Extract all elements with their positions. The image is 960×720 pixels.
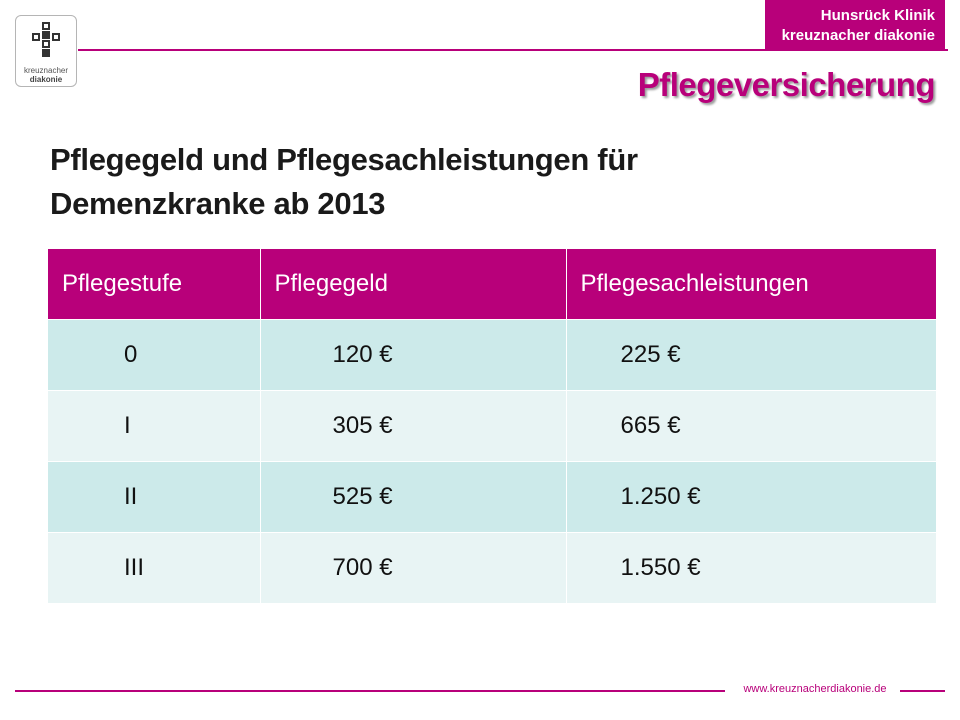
table-row: 0 120 € 225 € (48, 319, 936, 391)
cell-pflegestufe: II (48, 461, 261, 533)
cell-pflegegeld: 525 € (260, 461, 567, 533)
table-row: II 525 € 1.250 € (48, 461, 936, 533)
table-row: I 305 € 665 € (48, 390, 936, 462)
benefits-table: Pflegestufe Pflegegeld Pflegesachleistun… (48, 248, 936, 603)
brand-line1: Hunsrück Klinik (820, 7, 935, 24)
column-header-pflegesachleistungen: Pflegesachleistungen (566, 248, 936, 320)
page-title-line2: Demenzkranke ab 2013 (50, 186, 386, 221)
section-title: Pflegeversicherung (637, 66, 936, 103)
footer-divider-left (15, 690, 725, 692)
cell-pflegesachleistungen: 225 € (566, 319, 936, 391)
logo-text-line1: kreuznacher (23, 66, 69, 75)
page-title: Pflegegeld und Pflegesachleistungen für … (50, 138, 830, 226)
top-divider (78, 49, 948, 51)
table-row: III 700 € 1.550 € (48, 532, 936, 603)
logo-text-line2: diakonie (29, 75, 63, 84)
cross-logo-icon (32, 22, 60, 57)
brand-line2: kreuznacher diakonie (781, 27, 935, 44)
page-title-line1: Pflegegeld und Pflegesachleistungen für (50, 142, 638, 177)
cell-pflegegeld: 700 € (260, 532, 567, 603)
brand-badge: Hunsrück Klinik kreuznacher diakonie (765, 0, 945, 50)
cell-pflegestufe: I (48, 390, 261, 462)
cell-pflegesachleistungen: 1.550 € (566, 532, 936, 603)
table-header-row: Pflegestufe Pflegegeld Pflegesachleistun… (48, 248, 936, 320)
column-header-pflegestufe: Pflegestufe (48, 248, 261, 320)
column-header-pflegegeld: Pflegegeld (260, 248, 567, 320)
cell-pflegegeld: 120 € (260, 319, 567, 391)
cell-pflegesachleistungen: 665 € (566, 390, 936, 462)
cell-pflegestufe: III (48, 532, 261, 603)
cell-pflegegeld: 305 € (260, 390, 567, 462)
cell-pflegestufe: 0 (48, 319, 261, 391)
footer-divider-right (900, 690, 945, 692)
logo: kreuznacher diakonie (15, 15, 77, 87)
footer-url[interactable]: www.kreuznacherdiakonie.de (743, 683, 887, 695)
cell-pflegesachleistungen: 1.250 € (566, 461, 936, 533)
